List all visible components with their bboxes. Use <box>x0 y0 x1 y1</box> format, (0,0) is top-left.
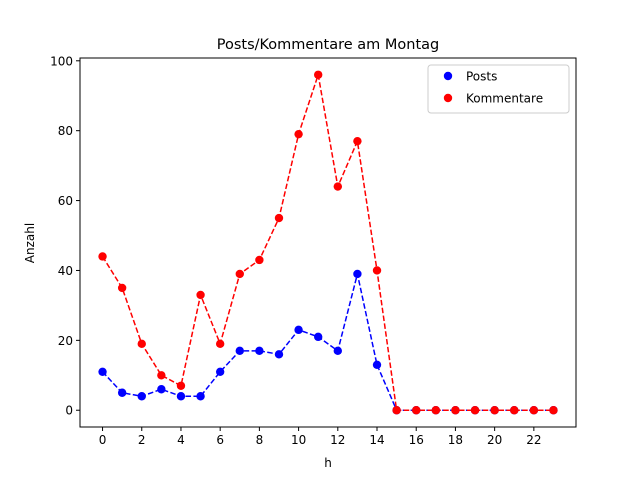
data-point-1-3 <box>157 371 166 380</box>
axes-frame <box>79 57 577 428</box>
data-point-1-7 <box>235 269 244 279</box>
data-point-1-23 <box>549 406 558 415</box>
data-point-1-4 <box>176 381 186 390</box>
data-point-1-16 <box>412 406 421 415</box>
data-point-1-2 <box>137 339 146 349</box>
data-point-1-19 <box>470 406 480 415</box>
plot-area <box>79 57 577 428</box>
x-tick-label: 18 <box>448 433 463 447</box>
data-point-0-2 <box>137 392 146 401</box>
legend-box <box>427 64 570 114</box>
data-point-1-21 <box>510 406 519 415</box>
data-point-0-14 <box>372 360 382 370</box>
y-axis-label: Anzahl <box>23 223 37 263</box>
data-point-1-13 <box>353 136 362 146</box>
data-point-1-0 <box>98 252 107 261</box>
x-tick-label: 16 <box>409 433 424 447</box>
data-point-1-17 <box>431 406 441 415</box>
data-point-0-1 <box>117 388 127 397</box>
x-tick-label: 20 <box>487 433 502 447</box>
y-tick-label: 60 <box>58 194 73 208</box>
x-tick-label: 12 <box>330 433 345 447</box>
x-tick-label: 0 <box>99 433 107 447</box>
data-point-0-6 <box>215 367 225 376</box>
legend-marker-0 <box>443 71 453 81</box>
x-tick-label: 22 <box>526 433 541 447</box>
x-axis-ticks: 0 2 4 6 8 10 12 14 16 18 20 22 <box>99 427 541 447</box>
data-point-0-9 <box>274 350 284 359</box>
data-point-1-10 <box>294 129 303 139</box>
data-point-0-11 <box>313 332 323 342</box>
data-point-0-5 <box>196 392 205 401</box>
y-tick-label: 100 <box>50 54 73 68</box>
x-tick-label: 4 <box>177 433 185 447</box>
x-axis-label: h <box>324 456 332 470</box>
data-point-0-4 <box>176 392 186 401</box>
data-point-1-8 <box>255 255 264 265</box>
legend-label-0: Posts <box>466 70 497 84</box>
x-tick-label: 10 <box>291 433 306 447</box>
data-point-1-12 <box>333 182 343 191</box>
data-point-1-20 <box>490 406 499 415</box>
data-point-1-6 <box>215 339 225 349</box>
data-point-1-15 <box>392 406 401 415</box>
legend: Posts Kommentare <box>427 64 570 114</box>
data-point-1-5 <box>196 290 205 300</box>
data-point-0-8 <box>255 346 264 356</box>
data-point-1-9 <box>274 213 284 223</box>
x-tick-label: 2 <box>138 433 146 447</box>
data-point-0-12 <box>333 346 343 356</box>
chart-title: Posts/Kommentare am Montag <box>217 37 440 53</box>
data-point-1-1 <box>117 283 127 293</box>
data-point-0-0 <box>98 367 107 376</box>
x-tick-label: 8 <box>256 433 264 447</box>
y-tick-label: 80 <box>58 124 73 138</box>
legend-marker-1 <box>443 93 453 103</box>
y-tick-label: 20 <box>58 334 73 348</box>
y-axis-ticks: 0 20 40 60 80 100 <box>50 54 80 418</box>
x-tick-label: 14 <box>369 433 384 447</box>
data-point-0-13 <box>353 269 362 279</box>
data-point-0-3 <box>157 385 166 394</box>
data-point-1-22 <box>529 406 539 415</box>
data-point-0-10 <box>294 325 303 335</box>
x-tick-label: 6 <box>216 433 224 447</box>
data-point-1-11 <box>313 70 323 79</box>
data-point-0-7 <box>235 346 244 356</box>
y-tick-label: 40 <box>58 264 73 278</box>
legend-label-1: Kommentare <box>466 92 543 106</box>
y-tick-label: 0 <box>65 404 73 418</box>
data-point-1-18 <box>451 406 460 415</box>
series-line-1 <box>101 74 554 411</box>
series-line-0 <box>101 273 554 411</box>
data-point-1-14 <box>372 266 382 275</box>
